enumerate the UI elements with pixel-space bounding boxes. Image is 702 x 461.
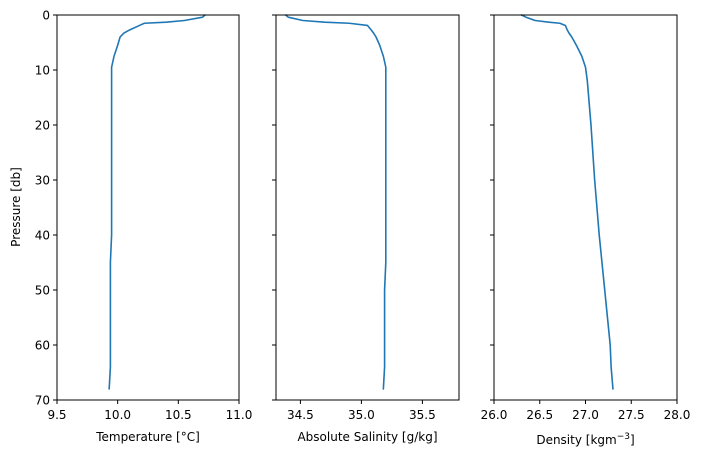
profile-line-0 [108,14,206,390]
x-tick-label: 34.5 [287,408,314,422]
y-tick-label: 20 [35,119,50,133]
y-tick-label: 10 [35,64,50,78]
y-tick-label: 50 [35,284,50,298]
density-xlabel-close: ] [630,433,635,447]
axes-frame-1 [275,14,460,401]
axes-frame-0 [56,14,240,401]
x-tick-label: 35.5 [409,408,436,422]
density-xlabel-exponent: −3 [617,432,630,442]
temperature-panel: Temperature [°C] Pressure [db] 9.5 10.0 10… [9,9,252,445]
y-tick-label: 70 [35,394,50,408]
temperature-xlabel: Temperature [°C] [95,430,200,444]
pressure-ylabel: Pressure [db] [9,167,23,247]
x-tick-label: 27.0 [572,408,599,422]
x-tick-label: 35.0 [348,408,375,422]
y-tick-label: 60 [35,339,50,353]
density-xlabel-main: Density [kgm [536,433,616,447]
x-tick-label: 9.5 [47,408,66,422]
y-tick-label: 40 [35,229,50,243]
x-tick-label: 10.0 [104,408,131,422]
salinity-panel: Absolute Salinity [g/kg] 34.5 35.0 35.5 [272,14,460,444]
x-tick-label: 28.0 [664,408,691,422]
profile-line-2 [520,14,614,390]
y-tick-label: 30 [35,174,50,188]
x-tick-label: 26.0 [481,408,508,422]
x-tick-label: 11.0 [226,408,253,422]
density-panel: Density [kgm−3] 26.0 26.5 27.0 27.5 28.0 [481,14,691,447]
y-tick-label: 0 [42,9,50,23]
density-xlabel: Density [kgm−3] [536,432,634,447]
profile-line-1 [284,14,387,390]
x-tick-label: 27.5 [618,408,645,422]
x-tick-label: 26.5 [526,408,553,422]
salinity-xlabel: Absolute Salinity [g/kg] [297,430,437,444]
x-tick-label: 10.5 [165,408,192,422]
